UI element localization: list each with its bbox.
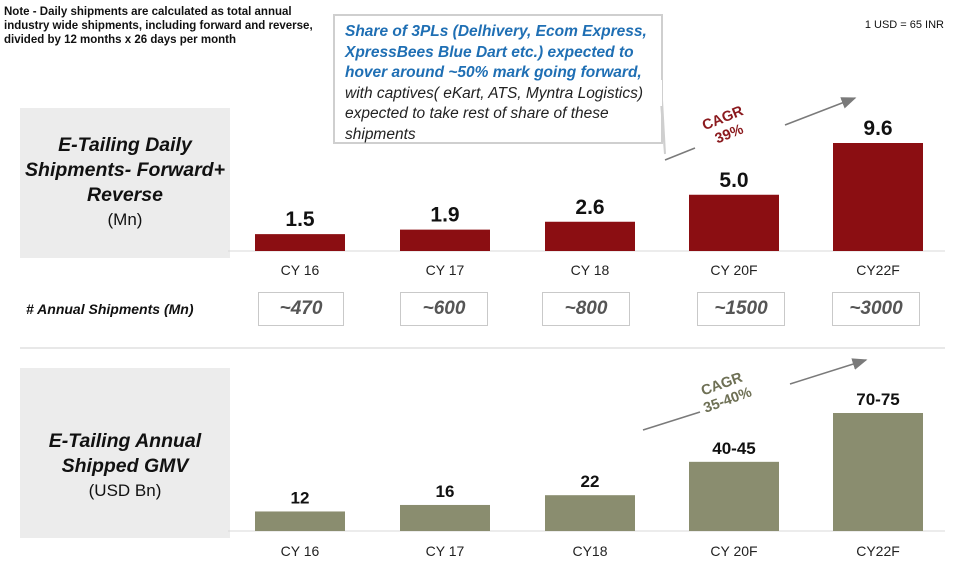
bottom-bar (833, 413, 923, 531)
top-bar (400, 229, 490, 251)
callout-box: Share of 3PLs (Delhivery, Ecom Express, … (333, 14, 663, 144)
fx-note: 1 USD = 65 INR (864, 19, 944, 31)
top-bar (545, 221, 635, 251)
top-bar (255, 234, 345, 251)
top-panel-title-box: E-Tailing Daily Shipments- Forward+ Reve… (20, 108, 230, 258)
methodology-note: Note - Daily shipments are calculated as… (4, 6, 313, 46)
annual-shipments-value: ~1500 (697, 292, 785, 326)
top-bar-value-label: 1.5 (285, 208, 315, 231)
section-divider (20, 347, 945, 349)
top-panel-title: E-Tailing Daily Shipments- Forward+ Reve… (25, 134, 225, 206)
top-cagr-arrow-tail (664, 147, 696, 161)
bottom-panel-unit: (USD Bn) (88, 481, 162, 500)
bottom-category-label: CY 16 (281, 543, 320, 559)
top-bar-value-label: 9.6 (863, 117, 892, 140)
top-category-label: CY 16 (281, 262, 320, 278)
top-bar-value-label: 2.6 (575, 196, 604, 219)
top-bar-value-label: 5.0 (719, 169, 748, 192)
bottom-category-label: CY22F (856, 543, 900, 559)
bottom-category-label: CY 17 (426, 543, 465, 559)
top-panel-unit: (Mn) (107, 210, 143, 229)
top-bar (689, 194, 779, 251)
top-category-label: CY 18 (571, 262, 610, 278)
bottom-bar-value-label: 70-75 (856, 390, 899, 409)
annual-shipments-value: ~600 (400, 292, 488, 326)
top-bar-value-label: 1.9 (430, 204, 459, 227)
bottom-bar (255, 511, 345, 531)
bottom-cagr-arrow (789, 358, 868, 385)
bottom-cagr-arrow-tail (642, 411, 701, 431)
bottom-bar-value-label: 40-45 (712, 439, 755, 458)
bottom-category-label: CY18 (572, 543, 607, 559)
callout-tail (655, 80, 666, 155)
top-bar (833, 143, 923, 251)
annual-shipments-value: ~800 (542, 292, 630, 326)
bottom-bar-value-label: 12 (291, 488, 310, 507)
callout-highlight: Share of 3PLs (Delhivery, Ecom Express, … (345, 23, 647, 81)
annual-shipments-value: ~3000 (832, 292, 920, 326)
annual-shipments-label: # Annual Shipments (Mn) (26, 301, 194, 317)
top-cagr-arrow (784, 97, 857, 126)
top-category-label: CY 20F (710, 262, 757, 278)
callout-rest: with captives( eKart, ATS, Myntra Logist… (345, 84, 644, 143)
top-category-label: CY 17 (426, 262, 465, 278)
bottom-bar-value-label: 22 (581, 472, 600, 491)
bottom-panel-title: E-Tailing Annual Shipped GMV (48, 430, 202, 477)
bottom-bar (689, 461, 779, 531)
bottom-bar-value-label: 16 (436, 482, 455, 501)
bottom-bar (400, 504, 490, 531)
bottom-panel-title-box: E-Tailing Annual Shipped GMV (USD Bn) (20, 368, 230, 538)
bottom-bar (545, 495, 635, 531)
bottom-category-label: CY 20F (710, 543, 757, 559)
top-category-label: CY22F (856, 262, 900, 278)
annual-shipments-value: ~470 (258, 292, 344, 326)
